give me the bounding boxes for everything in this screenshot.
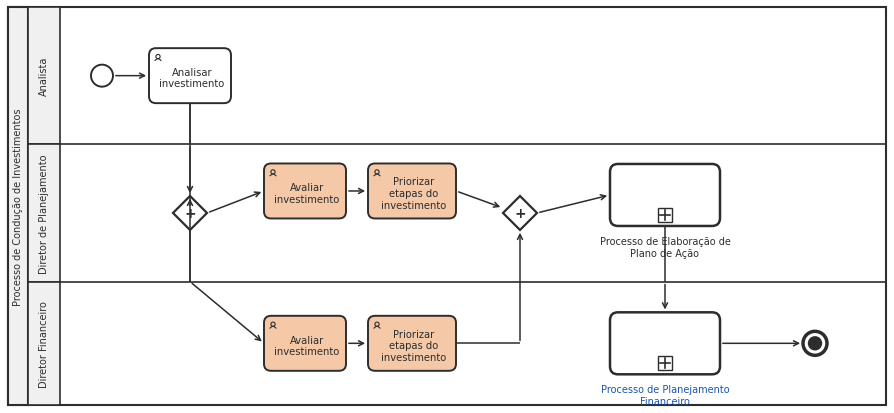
Bar <box>28 145 60 282</box>
Bar <box>658 209 672 223</box>
Text: Diretor de Planejamento: Diretor de Planejamento <box>39 154 49 273</box>
FancyBboxPatch shape <box>610 164 720 226</box>
Circle shape <box>803 332 827 356</box>
Polygon shape <box>503 197 537 230</box>
Bar <box>28 8 60 145</box>
FancyBboxPatch shape <box>149 49 231 104</box>
Circle shape <box>91 66 113 88</box>
Text: Priorizar
etapas do
investimento: Priorizar etapas do investimento <box>382 177 447 210</box>
Text: Processo de Elaboração de
Plano de Ação: Processo de Elaboração de Plano de Ação <box>600 236 730 258</box>
Text: Priorizar
etapas do
investimento: Priorizar etapas do investimento <box>382 329 447 362</box>
Text: Analisar
investimento: Analisar investimento <box>159 68 224 89</box>
FancyBboxPatch shape <box>368 164 456 219</box>
Polygon shape <box>173 197 207 230</box>
FancyBboxPatch shape <box>264 316 346 371</box>
Text: +: + <box>184 206 196 221</box>
Bar <box>658 356 672 370</box>
Bar <box>8 8 28 405</box>
Text: Processo de Planejamento
Financeiro: Processo de Planejamento Financeiro <box>601 385 730 406</box>
Text: Processo de Condução de Investimentos: Processo de Condução de Investimentos <box>13 108 23 305</box>
Text: Diretor Financeiro: Diretor Financeiro <box>39 300 49 387</box>
Text: +: + <box>514 206 526 221</box>
Text: Avaliar
investimento: Avaliar investimento <box>274 335 340 356</box>
Text: Analista: Analista <box>39 57 49 96</box>
FancyBboxPatch shape <box>610 313 720 375</box>
Circle shape <box>808 336 822 351</box>
Bar <box>28 282 60 405</box>
Text: Avaliar
investimento: Avaliar investimento <box>274 183 340 204</box>
FancyBboxPatch shape <box>264 164 346 219</box>
FancyBboxPatch shape <box>368 316 456 371</box>
